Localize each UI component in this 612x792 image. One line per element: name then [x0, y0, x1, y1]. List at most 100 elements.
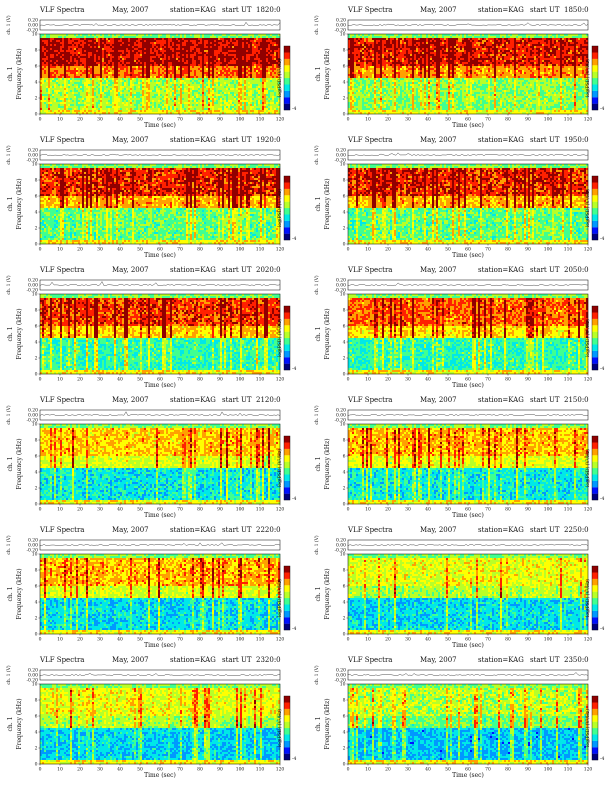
spectrogram-cell	[278, 86, 281, 89]
spectrogram-cell	[170, 52, 173, 55]
spectrogram-cell	[256, 84, 259, 87]
spectrogram-cell	[56, 108, 59, 111]
spectrogram-cell	[56, 48, 59, 51]
spectrogram-cell	[64, 66, 67, 69]
spectrogram-cell	[220, 98, 223, 101]
spectrogram-cell	[50, 46, 53, 49]
spectrogram-cell	[240, 58, 243, 61]
spectrogram-cell	[252, 52, 255, 55]
spectrogram-cell	[178, 62, 181, 65]
spectrogram-cell	[102, 50, 105, 53]
spectrogram-cell	[172, 56, 175, 59]
spectrogram-cell	[64, 86, 67, 89]
spectrogram-cell	[178, 110, 181, 113]
spectrogram-cell	[128, 92, 131, 95]
spectrogram-cell	[156, 64, 159, 67]
spectrogram-cell	[180, 72, 183, 75]
spectrogram-cell	[108, 80, 111, 83]
spectrogram-cell	[176, 48, 179, 51]
spectrogram-cell	[184, 80, 187, 83]
spectrogram-cell	[132, 64, 135, 67]
spectrogram-cell	[64, 92, 67, 95]
spectrogram-cell	[152, 74, 155, 77]
spectrogram-cell	[170, 78, 173, 81]
spectrogram-cell	[56, 44, 59, 47]
spectrogram-cell	[190, 76, 193, 79]
spectrogram-cell	[92, 46, 95, 49]
spectrogram-cell	[184, 76, 187, 79]
spectrogram-cell	[230, 90, 233, 93]
spectrogram-cell	[152, 46, 155, 49]
spectrogram-cell	[78, 38, 81, 41]
spectrogram-cell	[208, 38, 211, 41]
spectrogram-cell	[120, 88, 123, 91]
spectrogram-cell	[248, 84, 251, 87]
spectrogram-cell	[170, 108, 173, 111]
spectrogram-cell	[94, 80, 97, 83]
spectrogram-cell	[266, 54, 269, 57]
spectrogram-cell	[158, 34, 161, 37]
spectrogram-cell	[124, 74, 127, 77]
spectrogram-cell	[190, 38, 193, 41]
spectrogram-cell	[104, 50, 107, 53]
spectrogram-cell	[70, 94, 73, 97]
spectrogram-cell	[256, 58, 259, 61]
spectrogram-cell	[64, 110, 67, 113]
spectrogram-cell	[136, 46, 139, 49]
spectrogram-cell	[110, 74, 113, 77]
spectrogram-cell	[102, 74, 105, 77]
spectrogram-cell	[182, 34, 185, 37]
spectrogram-cell	[144, 48, 147, 51]
spectrogram-cell	[62, 40, 65, 43]
spectrogram-cell	[64, 84, 67, 87]
spectrogram-cell	[178, 60, 181, 63]
spectrogram-cell	[170, 58, 173, 61]
spectrogram-cell	[148, 36, 151, 39]
spectrogram-cell	[76, 50, 79, 53]
spectrogram-cell	[258, 44, 261, 47]
spectrogram-cell	[120, 78, 123, 81]
spectrogram-cell	[170, 96, 173, 99]
spectrogram-cell	[224, 108, 227, 111]
spectrogram-cell	[56, 112, 59, 115]
spectrogram-cell	[532, 34, 535, 37]
spectrogram-cell	[220, 62, 223, 65]
spectrogram-cell	[52, 76, 55, 79]
spectrogram-cell	[72, 106, 75, 109]
spectrogram-cell	[250, 84, 253, 87]
spectrogram-cell	[152, 84, 155, 87]
spectrogram-cell	[90, 42, 93, 45]
spectrogram-cell	[272, 88, 275, 91]
spectrogram-cell	[238, 38, 241, 41]
spectrogram-cell	[86, 44, 89, 47]
spectrogram-cell	[214, 86, 217, 89]
spectrogram-cell	[158, 90, 161, 93]
spectrogram-cell	[128, 62, 131, 65]
spectrogram-cell	[226, 62, 229, 65]
spectrogram-cell	[264, 58, 267, 61]
spectrogram-cell	[50, 52, 53, 55]
spectrogram-cell	[104, 94, 107, 97]
spectrogram-cell	[90, 40, 93, 43]
spectrogram-cell	[226, 112, 229, 115]
spectrogram-cell	[64, 40, 67, 43]
spectrogram-cell	[88, 48, 91, 51]
spectrogram-cell	[118, 82, 121, 85]
spectrogram-cell	[74, 80, 77, 83]
spectrogram-cell	[52, 78, 55, 81]
spectrogram-cell	[104, 66, 107, 69]
spectrogram-cell	[174, 36, 177, 39]
spectrogram-cell	[150, 46, 153, 49]
spectrogram-cell	[96, 72, 99, 75]
spectrogram-cell	[232, 64, 235, 67]
spectrogram-cell	[190, 66, 193, 69]
spectrogram-cell	[246, 86, 249, 89]
spectrogram-cell	[138, 86, 141, 89]
spectrogram-cell	[70, 34, 73, 37]
spectrogram-cell	[60, 44, 63, 47]
spectrogram-cell	[94, 82, 97, 85]
spectrogram-cell	[260, 52, 263, 55]
spectrogram-cell	[242, 56, 245, 59]
spectrogram-cell	[118, 68, 121, 71]
spectrogram-cell	[272, 46, 275, 49]
